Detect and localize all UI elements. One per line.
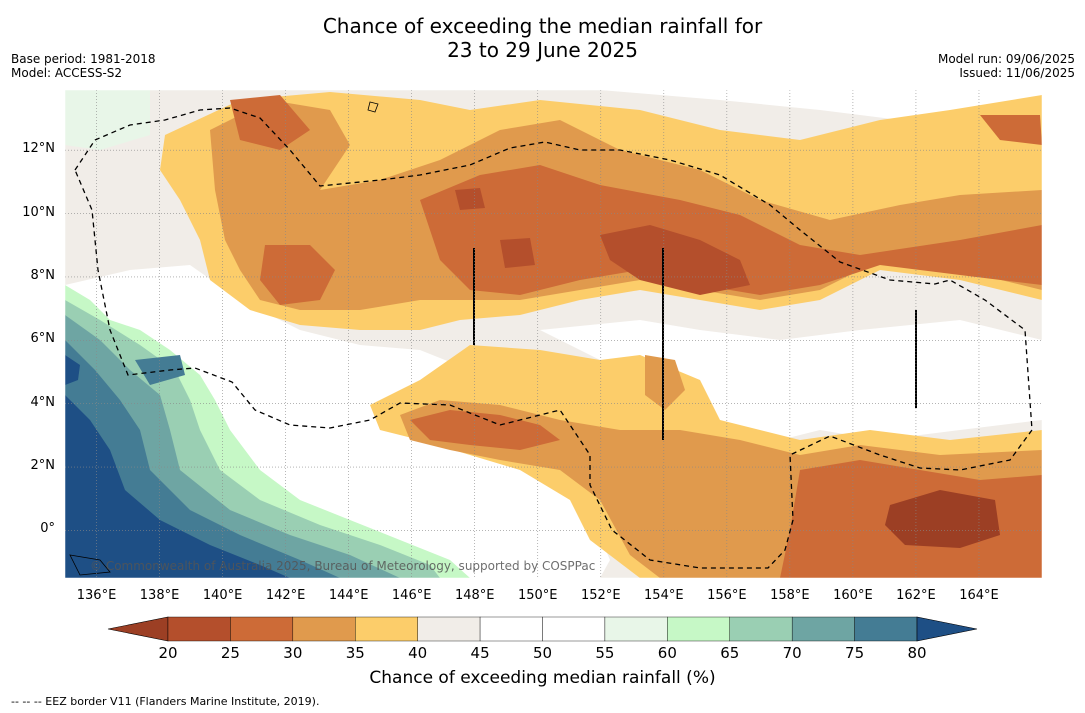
chart-title: Chance of exceeding the median rainfall …	[0, 14, 1085, 62]
lon-label: 136°E	[76, 588, 117, 603]
wet-speck-west	[65, 355, 80, 385]
very-dry-band-north	[420, 165, 1042, 295]
very-dry-patch-2	[260, 245, 335, 305]
eez-border	[74, 107, 1033, 569]
colorbar-tick: 20	[158, 644, 178, 662]
title-line-1: Chance of exceeding the median rainfall …	[322, 14, 763, 38]
lon-label: 154°E	[644, 588, 684, 603]
title-line-2: 23 to 29 June 2025	[447, 38, 638, 62]
colorbar-tick: 35	[345, 644, 365, 662]
colorbar-tick: 30	[283, 644, 303, 662]
lon-label: 162°E	[896, 588, 936, 603]
lon-label: 158°E	[770, 588, 810, 603]
base-period: Base period: 1981-2018	[11, 52, 156, 66]
dry-speck-1	[455, 188, 485, 210]
lat-label: 0°	[40, 521, 55, 537]
lat-label: 12°N	[22, 141, 55, 157]
lon-label: 150°E	[517, 588, 558, 603]
colorbar-tick: 55	[595, 644, 615, 662]
colorbar-segment	[729, 616, 793, 642]
lon-label: 160°E	[833, 588, 873, 603]
colorbar-tick: 80	[907, 644, 927, 662]
wet-patch-west	[135, 355, 185, 385]
copyright-credit: © Commonwealth of Australia 2025, Bureau…	[90, 559, 596, 573]
lon-label: 142°E	[265, 588, 306, 603]
colorbar-tick: 75	[845, 644, 865, 662]
very-dry-patch-ne	[980, 115, 1042, 145]
island-outline-sw	[69, 554, 111, 576]
neutral-zone-north	[600, 90, 1042, 120]
map-fill	[65, 90, 1042, 578]
colorbar-tick: 25	[220, 644, 240, 662]
colorbar-tick: 40	[408, 644, 428, 662]
map-gridlines	[65, 90, 1042, 578]
lon-label: 140°E	[202, 588, 243, 603]
colorbar-segment	[854, 616, 918, 642]
map-frame	[64, 89, 1043, 579]
colorbar-segment	[604, 616, 668, 642]
dry-speck-2	[500, 238, 535, 268]
colorbar-tick: 70	[782, 644, 802, 662]
colorbar-tick: 65	[720, 644, 740, 662]
lat-label: 10°N	[22, 204, 55, 220]
colorbar-segment	[417, 616, 481, 642]
model-info: Base period: 1981-2018 Model: ACCESS-S2	[11, 52, 156, 80]
colorbar-segment	[542, 616, 606, 642]
eez-legend-note: -- -- -- EEZ border V11 (Flanders Marine…	[11, 695, 320, 708]
lat-label: 8°N	[30, 267, 56, 283]
driest-patch-center	[600, 225, 750, 295]
colorbar-tick: 50	[532, 644, 553, 662]
colorbar-extend-high	[916, 616, 978, 642]
colorbar-extend-low	[107, 616, 169, 642]
colorbar-segment	[791, 616, 855, 642]
issued-date: Issued: 11/06/2025	[959, 66, 1075, 80]
run-info: Model run: 09/06/2025 Issued: 11/06/2025	[938, 52, 1075, 80]
lon-label: 146°E	[391, 588, 432, 603]
lat-label: 4°N	[30, 394, 56, 410]
lon-label: 164°E	[959, 588, 999, 603]
colorbar-tick: 60	[657, 644, 677, 662]
colorbar-segment	[292, 616, 356, 642]
island-outline-n	[367, 101, 379, 113]
wet-patch-nw	[65, 90, 150, 150]
very-dry-patch-1	[230, 95, 310, 150]
driest-patch-south	[885, 490, 1000, 548]
lon-label: 148°E	[454, 588, 495, 603]
dry-patch-center	[645, 355, 685, 410]
lon-label: 152°E	[581, 588, 621, 603]
model-run: Model run: 09/06/2025	[937, 52, 1075, 66]
colorbar-tick: 45	[470, 644, 490, 662]
colorbar-segment	[167, 616, 231, 642]
model-name: Model: ACCESS-S2	[11, 66, 123, 80]
lat-label: 6°N	[30, 331, 56, 347]
very-dry-band-4n	[410, 410, 560, 450]
colorbar-title: Chance of exceeding median rainfall (%)	[369, 668, 716, 688]
colorbar-segment	[479, 616, 543, 642]
lon-label: 138°E	[139, 588, 180, 603]
lat-label: 2°N	[30, 458, 56, 474]
colorbar-segment	[230, 616, 294, 642]
lon-label: 144°E	[328, 588, 369, 603]
colorbar-segment	[667, 616, 730, 642]
lon-label: 156°E	[707, 588, 747, 603]
colorbar-segment	[355, 616, 418, 642]
wet-zone-80-plus	[65, 395, 290, 578]
